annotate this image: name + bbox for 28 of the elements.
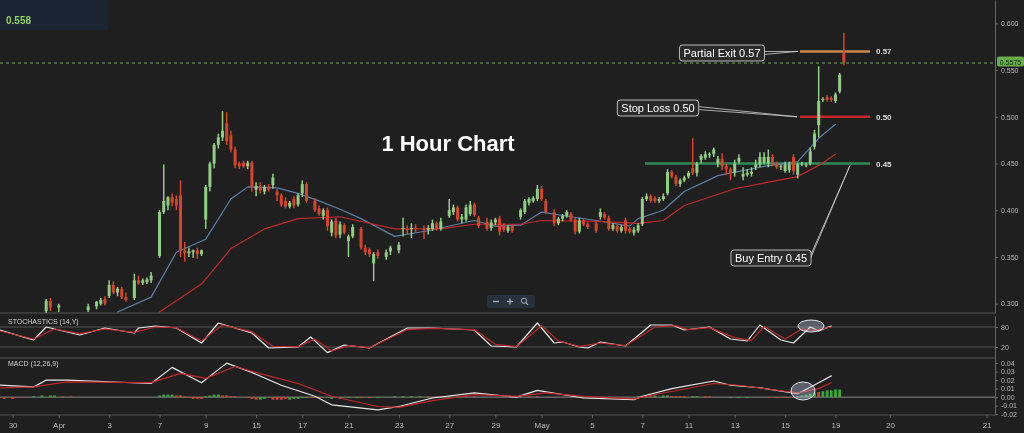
x-tick-label: 7 [640,421,646,431]
x-tick-label: 29 [491,421,501,431]
x-tick-label: Apr [53,421,66,431]
x-tick-label: 5 [590,421,596,431]
x-tick-label: May [534,421,550,431]
x-tick-label: 7 [157,421,163,431]
x-tick-label: 21 [344,421,354,431]
annotation: 1 Hour Chart [381,131,516,156]
ref-line-label: 0.50 [876,112,893,122]
x-tick-label: 21 [982,421,993,431]
annotation: Buy Entry 0.45 [734,252,808,264]
text: 0.558 [6,15,32,26]
ref-line-label: 0.57 [876,47,893,57]
x-tick-label: 3 [107,421,113,431]
x-tick-label: 9 [203,421,209,431]
x-tick-label: 17 [298,421,308,431]
x-tick-label: 19 [831,421,841,431]
x-tick-label: 13 [730,421,741,431]
annotation: Stop Loss 0.50 [621,102,695,114]
x-tick-label: 20 [886,421,896,431]
x-tick-label: 30 [8,421,19,431]
x-tick-label: 23 [394,421,405,431]
ref-line-label: 0.45 [876,159,893,169]
x-tick-label: 15 [252,421,262,431]
x-tick-label: 15 [781,421,791,431]
x-tick-label: 27 [445,421,455,431]
annotation: Partial Exit 0.57 [683,47,761,59]
x-tick-label: 11 [684,421,694,431]
